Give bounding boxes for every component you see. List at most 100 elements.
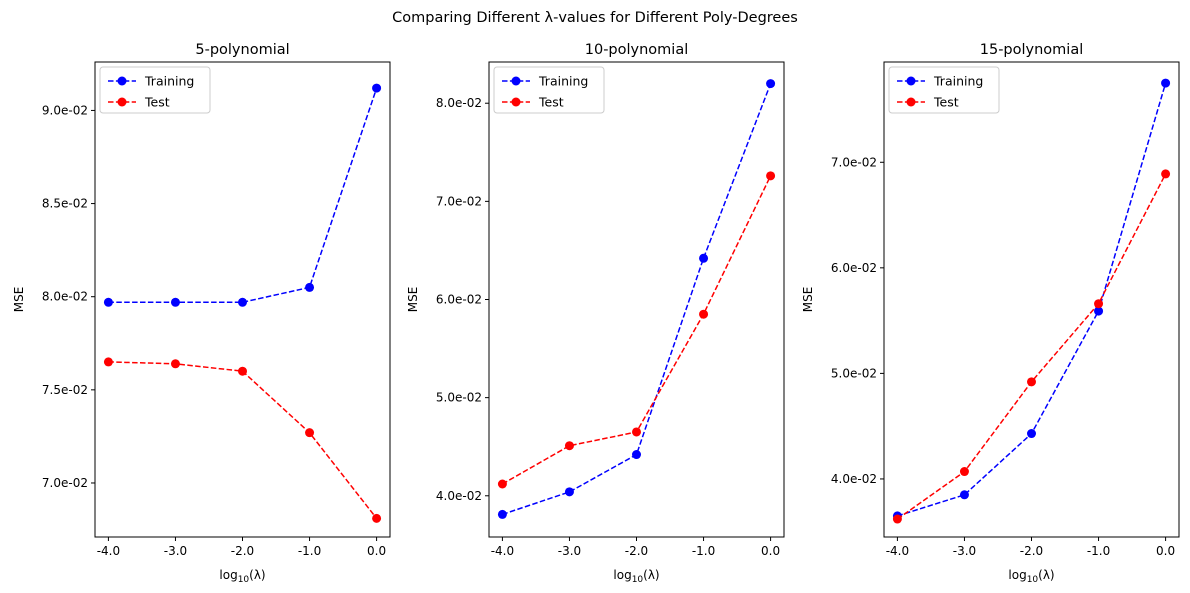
data-point <box>632 450 641 460</box>
series-test <box>103 357 382 523</box>
legend-marker <box>117 97 127 107</box>
data-point <box>497 479 507 489</box>
data-point <box>1094 299 1104 309</box>
series-test <box>892 169 1171 524</box>
subplot-3: 15-polynomial -4.0 -3.0 -2.0 -1.0 0.0 4.0e-02 5… <box>801 42 1180 585</box>
legend-marker <box>511 97 521 107</box>
figure-suptitle: Comparing Different λ-values for Differe… <box>392 10 798 26</box>
data-point <box>1094 306 1104 316</box>
data-point <box>1161 78 1171 88</box>
subplot-title: 10-polynomial <box>585 42 689 58</box>
series-line <box>108 361 378 519</box>
y-axis-label: MSE <box>12 287 26 313</box>
y-tick-label: 5.0e-02 <box>831 366 877 380</box>
y-tick-label: 6.0e-02 <box>831 261 877 275</box>
legend: Training Test <box>888 66 1000 114</box>
legend-entry-test: Test <box>108 95 170 110</box>
x-tick-label: -4.0 <box>97 544 120 558</box>
data-point <box>103 297 113 307</box>
data-point <box>699 253 709 263</box>
y-tick-label: 7.5e-02 <box>42 383 88 397</box>
data-point <box>372 513 382 523</box>
x-tick-label: -2.0 <box>625 544 648 558</box>
charts-container: 5-polynomial -4.0 -3.0 -2.0 -1.0 0.0 7.0e-02 7.… <box>12 42 1180 585</box>
legend-label: Training <box>144 74 194 89</box>
series-line <box>502 83 772 516</box>
data-point <box>1161 169 1171 179</box>
data-point <box>959 490 969 500</box>
x-tick-label: -1.0 <box>692 544 715 558</box>
legend-entry-test: Test <box>502 95 564 110</box>
data-point <box>1027 429 1036 439</box>
x-axis-label: log10(λ) <box>1008 568 1054 585</box>
legend-label: Training <box>538 74 588 89</box>
series-training <box>892 78 1171 521</box>
legend-label: Training <box>933 74 983 89</box>
x-tick-label: -1.0 <box>298 544 321 558</box>
legend-marker <box>511 76 521 86</box>
x-tick-label: -3.0 <box>953 544 976 558</box>
y-tick-label: 7.0e-02 <box>42 476 88 490</box>
x-axis-label: log10(λ) <box>613 568 659 585</box>
legend-entry-training: Training <box>502 74 588 89</box>
x-tick-label: 0.0 <box>367 544 386 558</box>
legend: Training Test <box>99 66 211 114</box>
y-tick-label: 8.5e-02 <box>42 197 88 211</box>
y-tick-label: 5.0e-02 <box>436 391 482 405</box>
data-point <box>170 297 180 307</box>
data-point <box>564 487 574 497</box>
subplot-title: 15-polynomial <box>980 42 1084 58</box>
legend-marker <box>906 76 916 86</box>
subplot-title: 5-polynomial <box>195 42 289 58</box>
series-training <box>497 79 776 519</box>
data-point <box>766 171 776 181</box>
data-point <box>305 428 315 438</box>
y-tick-label: 6.0e-02 <box>436 293 482 307</box>
data-point <box>564 441 574 451</box>
series-line <box>897 82 1167 517</box>
series-line <box>108 87 378 304</box>
x-tick-label: -2.0 <box>231 544 254 558</box>
data-point <box>699 309 709 319</box>
legend-entry-test: Test <box>897 95 959 110</box>
legend-marker <box>906 97 916 107</box>
x-tick-label: -3.0 <box>164 544 187 558</box>
y-tick-label: 4.0e-02 <box>831 472 877 486</box>
y-tick-label: 8.0e-02 <box>42 290 88 304</box>
data-point <box>238 297 247 307</box>
subplot-1: 5-polynomial -4.0 -3.0 -2.0 -1.0 0.0 7.0e-02 7.… <box>12 42 391 585</box>
data-point <box>1027 377 1036 387</box>
x-tick-label: -4.0 <box>491 544 514 558</box>
y-axis-label: MSE <box>801 287 815 313</box>
x-axis-label: log10(λ) <box>219 568 265 585</box>
data-point <box>766 79 776 89</box>
data-point <box>497 509 507 519</box>
data-point <box>170 359 180 369</box>
data-point <box>372 83 382 93</box>
data-point <box>959 467 969 477</box>
series-line <box>502 175 772 485</box>
x-tick-label: 0.0 <box>1156 544 1175 558</box>
subplot-2: 10-polynomial -4.0 -3.0 -2.0 -1.0 0.0 4.0e-02 5… <box>406 42 785 585</box>
data-point <box>238 366 247 376</box>
y-tick-label: 7.0e-02 <box>831 155 877 169</box>
legend-entry-training: Training <box>108 74 194 89</box>
legend: Training Test <box>493 66 605 114</box>
series-training <box>103 83 382 307</box>
legend-label: Test <box>538 95 564 110</box>
data-point <box>632 427 641 437</box>
series-test <box>497 171 776 489</box>
data-point <box>305 282 315 292</box>
x-tick-label: -4.0 <box>886 544 909 558</box>
y-axis-label: MSE <box>406 287 420 313</box>
x-tick-label: 0.0 <box>761 544 780 558</box>
data-point <box>103 357 113 367</box>
data-point <box>892 514 902 524</box>
y-tick-label: 9.0e-02 <box>42 103 88 117</box>
y-tick-label: 8.0e-02 <box>436 96 482 110</box>
x-tick-label: -3.0 <box>558 544 581 558</box>
series-line <box>896 173 1167 520</box>
y-tick-label: 7.0e-02 <box>436 194 482 208</box>
legend-marker <box>117 76 127 86</box>
x-tick-label: -1.0 <box>1087 544 1110 558</box>
